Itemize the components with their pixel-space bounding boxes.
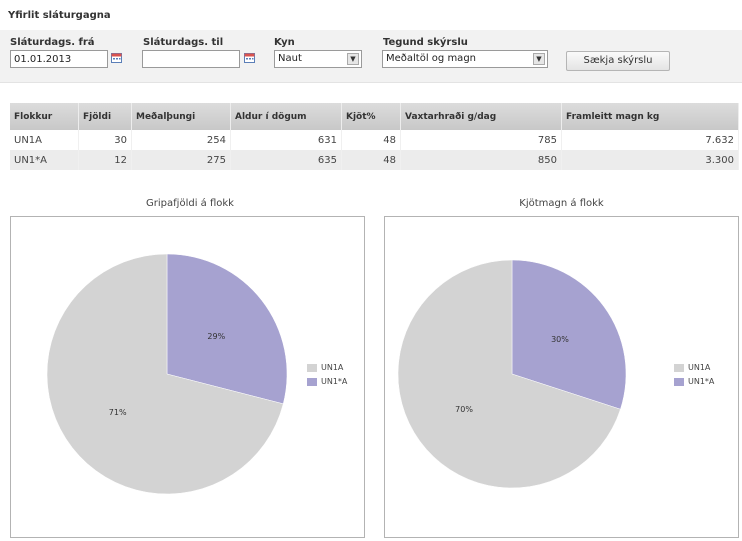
table-row: UN1*A 12 275 635 48 850 3.300	[10, 150, 739, 170]
table-cell: 850	[400, 150, 562, 170]
pie-data-label: 29%	[207, 332, 225, 341]
column-header[interactable]: Aldur í dögum	[230, 103, 342, 130]
report-type-label: Tegund skýrslu	[383, 37, 468, 48]
table-cell: 48	[341, 130, 401, 150]
table-header-row: Flokkur Fjöldi Meðalþungi Aldur í dögum …	[10, 103, 739, 130]
date-to-label: Sláturdags. til	[143, 37, 224, 48]
legend-item: UN1A	[674, 363, 714, 377]
table-cell: 631	[230, 130, 342, 150]
page-title: Yfirlit sláturgagna	[8, 10, 111, 21]
pie-slice-un1-a[interactable]	[511, 259, 627, 410]
legend-item: UN1A	[307, 363, 347, 377]
get-report-button[interactable]: Sækja skýrslu	[566, 51, 670, 71]
report-type-select[interactable]: Meðaltöl og magn ▼	[382, 50, 548, 68]
pie-data-label: 71%	[109, 408, 127, 417]
column-header[interactable]: Meðalþungi	[131, 103, 231, 130]
filter-bar: Sláturdags. frá Sláturdags. til Kyn Naut…	[0, 30, 742, 83]
legend-label: UN1A	[688, 363, 711, 372]
column-header[interactable]: Vaxtarhraði g/dag	[400, 103, 562, 130]
chevron-down-icon[interactable]: ▼	[347, 53, 359, 65]
table-cell: 785	[400, 130, 562, 150]
legend-label: UN1A	[321, 363, 344, 372]
pie-slice-un1a[interactable]	[397, 259, 621, 489]
legend-label: UN1*A	[321, 377, 348, 386]
chart-title-count: Gripafjöldi á flokk	[146, 198, 234, 209]
table-cell: 3.300	[561, 150, 739, 170]
column-header[interactable]: Fjöldi	[78, 103, 132, 130]
chevron-down-icon[interactable]: ▼	[533, 53, 545, 65]
table-cell: 48	[341, 150, 401, 170]
results-table: Flokkur Fjöldi Meðalþungi Aldur í dögum …	[10, 103, 739, 170]
legend-swatch	[674, 377, 684, 386]
legend-item: UN1*A	[674, 377, 714, 391]
table-cell: 30	[78, 130, 132, 150]
pie-chart-count: 29% 71% UN1A UN1*A	[10, 216, 365, 538]
table-cell: 7.632	[561, 130, 739, 150]
legend-label: UN1*A	[688, 377, 715, 386]
calendar-icon[interactable]	[244, 52, 255, 63]
sex-select-value: Naut	[278, 53, 302, 64]
chart-legend: UN1A UN1*A	[307, 363, 347, 391]
pie-chart-svg: 30% 70%	[397, 259, 627, 489]
pie-chart-svg: 29% 71%	[46, 253, 288, 495]
sex-select[interactable]: Naut ▼	[274, 50, 362, 68]
table-cell: 275	[131, 150, 231, 170]
date-to-input[interactable]	[142, 50, 240, 68]
column-header[interactable]: Kjöt%	[341, 103, 401, 130]
sex-label: Kyn	[274, 37, 295, 48]
chart-legend: UN1A UN1*A	[674, 363, 714, 391]
legend-swatch	[307, 363, 317, 372]
column-header[interactable]: Framleitt magn kg	[561, 103, 739, 130]
pie-chart-meat: 30% 70% UN1A UN1*A	[384, 216, 739, 538]
table-cell: 254	[131, 130, 231, 150]
report-type-select-value: Meðaltöl og magn	[386, 53, 476, 64]
pie-slice-un1a[interactable]	[46, 253, 284, 495]
date-from-label: Sláturdags. frá	[10, 37, 95, 48]
table-cell: UN1A	[10, 130, 79, 150]
table-cell: UN1*A	[10, 150, 79, 170]
pie-data-label: 30%	[551, 335, 569, 344]
column-header[interactable]: Flokkur	[10, 103, 79, 130]
calendar-icon[interactable]	[111, 52, 122, 63]
table-cell: 12	[78, 150, 132, 170]
legend-item: UN1*A	[307, 377, 347, 391]
table-cell: 635	[230, 150, 342, 170]
chart-title-meat: Kjötmagn á flokk	[519, 198, 604, 209]
pie-slice-un1-a[interactable]	[166, 253, 288, 405]
date-from-input[interactable]	[10, 50, 108, 68]
legend-swatch	[674, 363, 684, 372]
legend-swatch	[307, 377, 317, 386]
pie-data-label: 70%	[455, 405, 473, 414]
table-row: UN1A 30 254 631 48 785 7.632	[10, 130, 739, 150]
